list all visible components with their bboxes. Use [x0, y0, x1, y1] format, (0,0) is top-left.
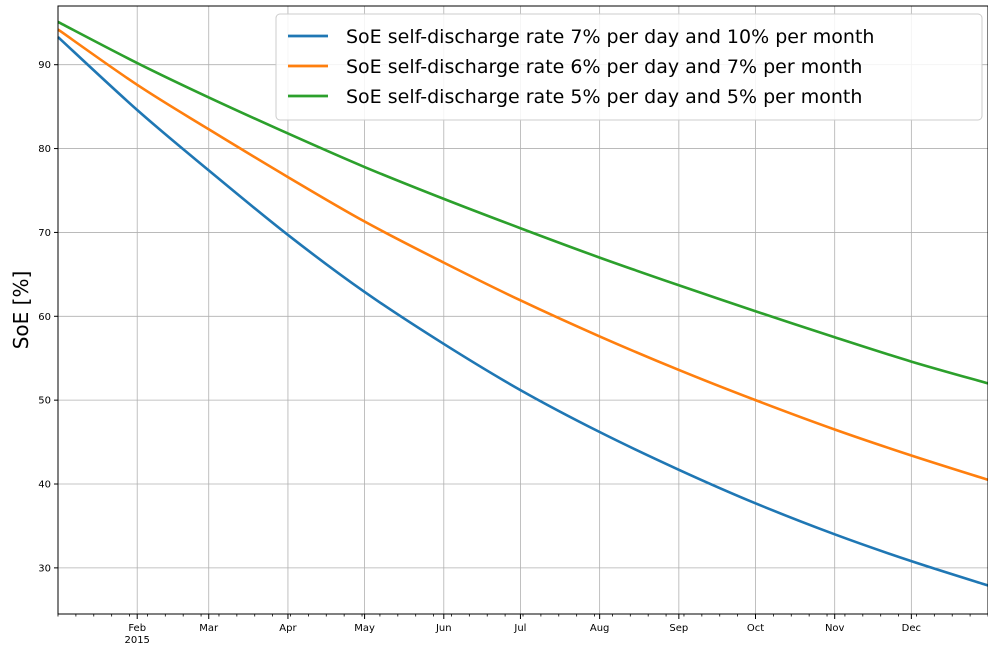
series-line-2	[57, 28, 988, 482]
x-tick-label: Mar	[199, 623, 219, 634]
x-tick-label: Nov	[825, 623, 845, 634]
x-tick-label: May	[354, 623, 375, 634]
y-tick-label: 80	[38, 144, 51, 155]
x-tick-label: Aug	[590, 623, 610, 634]
series-lines	[57, 20, 988, 587]
x-tick-label: Feb	[128, 623, 146, 634]
y-tick-label: 30	[38, 563, 51, 574]
legend-box	[275, 13, 983, 121]
x-tick-label: Jul	[513, 623, 526, 634]
legend-entry-label: SoE self-discharge rate 6% per day and 7…	[346, 56, 862, 78]
series-line-3	[57, 20, 988, 385]
x-tick-label: Sep	[669, 623, 688, 634]
y-tick-label: 50	[38, 396, 51, 407]
x-tick-label: Dec	[902, 623, 921, 634]
y-axis-ticks: 30 40 50 60 70 80 90	[38, 60, 58, 574]
y-tick-label: 60	[38, 312, 51, 323]
y-tick-label: 90	[38, 60, 51, 71]
x-tick-sublabel: 2015	[124, 635, 149, 646]
y-tick-label: 70	[38, 228, 51, 239]
x-tick-label: Jun	[435, 623, 452, 634]
x-tick-label: Apr	[279, 623, 297, 634]
plot-frame	[57, 5, 988, 615]
grid-lines	[58, 6, 988, 614]
legend-entry-label: SoE self-discharge rate 5% per day and 5…	[346, 86, 862, 108]
x-tick-label: Oct	[747, 623, 764, 634]
legend: SoE self-discharge rate 7% per day and 1…	[275, 13, 983, 121]
legend-entry-label: SoE self-discharge rate 7% per day and 1…	[346, 26, 874, 48]
y-tick-label: 40	[38, 480, 51, 491]
series-line-1	[57, 36, 988, 587]
y-axis-label: SoE [%]	[9, 271, 33, 350]
